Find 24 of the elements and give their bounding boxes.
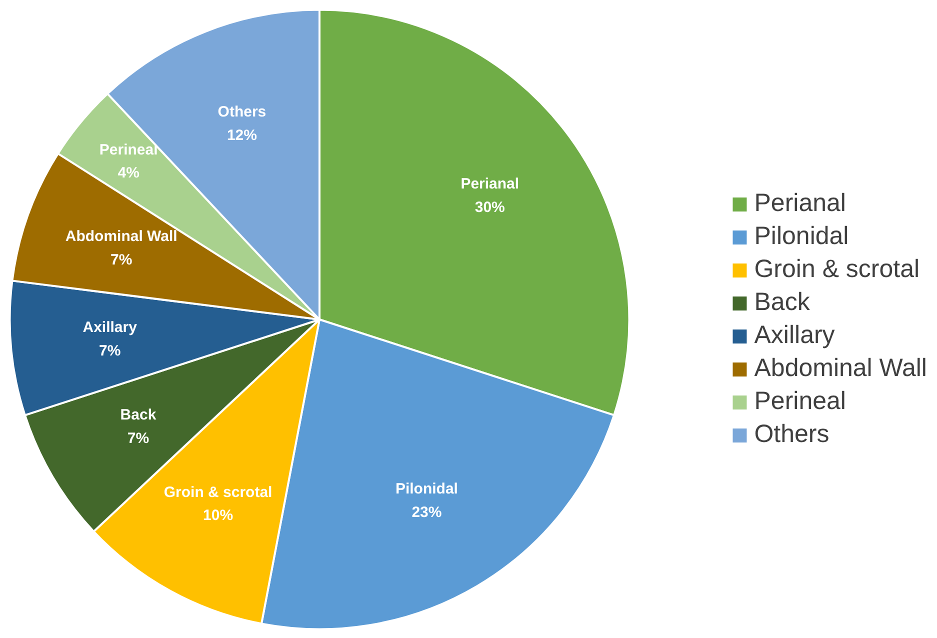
- legend-label: Axillary: [754, 321, 835, 350]
- slice-label: Back: [120, 406, 157, 424]
- data-label: 30%: [474, 198, 505, 216]
- legend-label: Back: [754, 288, 810, 317]
- slice-label: Perineal: [99, 141, 158, 158]
- data-label: 7%: [110, 251, 132, 268]
- data-label: 7%: [98, 342, 121, 360]
- data-label: 12%: [226, 126, 257, 144]
- data-label: 7%: [127, 430, 150, 447]
- legend-label: Pilonidal: [754, 222, 849, 251]
- slice-label: Pilonidal: [395, 480, 458, 498]
- slice-label: Axillary: [82, 319, 138, 336]
- legend-label: Others: [754, 420, 830, 449]
- slice-label: Groin & scrotal: [164, 484, 272, 501]
- slice-label: Abdominal Wall: [65, 228, 178, 246]
- legend-label: Perineal: [754, 387, 846, 416]
- data-label: 4%: [118, 164, 140, 182]
- data-label: 10%: [203, 507, 234, 524]
- legend-label: Perianal: [754, 189, 846, 218]
- data-label: 23%: [412, 504, 442, 521]
- legend-label: Abdominal Wall: [754, 354, 927, 383]
- slice-label: Others: [218, 104, 266, 121]
- legend-label: Groin & scrotal: [754, 255, 920, 284]
- slice-label: Perianal: [460, 176, 520, 193]
